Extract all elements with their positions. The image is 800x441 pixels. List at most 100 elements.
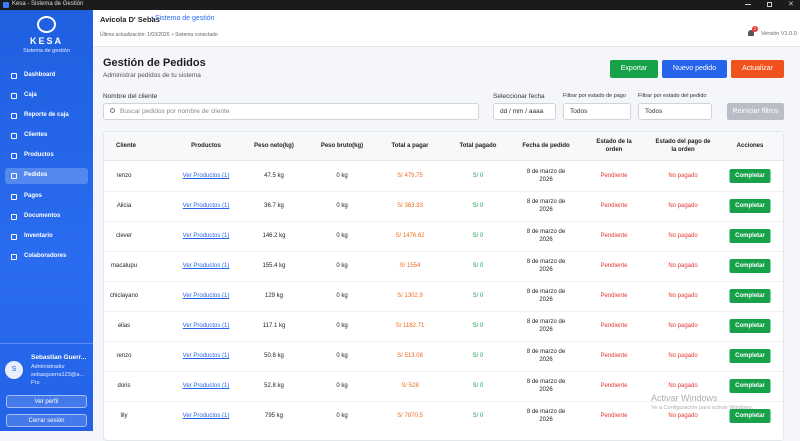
maximize[interactable] <box>767 2 772 7</box>
client-search[interactable]: Buscar pedidos por nombre de cliente <box>103 103 479 120</box>
avatar: S <box>5 361 23 379</box>
date-label: Seleccionar fecha <box>493 93 545 100</box>
nav-item[interactable]: Documentos <box>5 209 88 225</box>
total-paid: S/ 0 <box>472 353 484 359</box>
order-date: 8 de marzo de 2026 <box>526 289 566 303</box>
client: renzo <box>116 353 132 359</box>
total-due: S/ 513.08 <box>397 353 423 359</box>
page-title: Gestión de Pedidos <box>103 57 206 69</box>
nav-icon <box>11 254 17 260</box>
sidebar-button[interactable]: Ver perfil <box>6 395 87 408</box>
watermark-text: Ve a Configuración para activar Windows. <box>651 405 754 411</box>
watermark-title: Activar Windows <box>651 393 718 403</box>
main: Gestión de Pedidos Administrar pedidos de… <box>93 47 800 431</box>
user-role: Administrador <box>31 364 65 370</box>
nav-item[interactable]: Clientes <box>5 128 88 144</box>
row-divider <box>104 401 783 402</box>
complete-button[interactable]: Completar <box>729 319 771 333</box>
nav-item[interactable]: Colaboradores <box>5 249 88 265</box>
close[interactable]: ✕ <box>788 1 794 8</box>
order-date: 8 de marzo de 2026 <box>526 229 566 243</box>
complete-button[interactable]: Completar <box>729 169 771 183</box>
row-divider <box>104 251 783 252</box>
action-button[interactable]: Exportar <box>610 60 658 78</box>
payment-status: No pagado <box>668 203 698 209</box>
order-date: 8 de marzo de 2026 <box>526 199 566 213</box>
column-header: Estado del pago de la orden <box>655 139 711 153</box>
order-select[interactable]: Todos <box>638 103 712 120</box>
column-header: Peso bruto(kg) <box>320 143 364 149</box>
column-header: Productos <box>191 143 221 149</box>
reset-button[interactable]: Reiniciar filtros <box>727 103 784 120</box>
bell[interactable] <box>748 30 754 36</box>
nav-label: Pagos <box>24 193 43 199</box>
column-header: Total a pagar <box>391 143 429 149</box>
nav-item[interactable]: Productos <box>5 148 88 164</box>
row-divider <box>104 281 783 282</box>
nav-icon <box>11 214 17 220</box>
order-status: Pendiente <box>600 323 628 329</box>
pay-select[interactable]: Todos <box>563 103 631 120</box>
client: macalupu <box>110 263 138 269</box>
complete-button[interactable]: Completar <box>729 349 771 363</box>
column-header: Total pagado <box>459 143 497 149</box>
sidebar-button[interactable]: Cerrar sesión <box>6 414 87 427</box>
column-header: Acciones <box>736 143 764 149</box>
nav-item[interactable]: Inventario <box>5 229 88 245</box>
nav-icon <box>11 194 17 200</box>
client: lily <box>120 413 128 419</box>
net-weight: 36.7 kg <box>264 203 284 209</box>
gross-weight: 0 kg <box>336 383 348 389</box>
action-button[interactable]: Nuevo pedido <box>662 60 727 78</box>
action-button[interactable]: Actualizar <box>731 60 784 78</box>
complete-button[interactable]: Completar <box>729 409 771 423</box>
products-link[interactable]: Ver Productos (1) <box>182 383 230 389</box>
products-link[interactable]: Ver Productos (1) <box>182 233 230 239</box>
complete-button[interactable]: Completar <box>729 229 771 243</box>
products-link[interactable]: Ver Productos (1) <box>182 173 230 179</box>
complete-button[interactable]: Completar <box>729 379 771 393</box>
logo: KESA <box>29 36 63 46</box>
complete-button[interactable]: Completar <box>729 199 771 213</box>
products-link[interactable]: Ver Productos (1) <box>182 203 230 209</box>
client: renzo <box>116 173 132 179</box>
net-weight: 129 kg <box>264 293 284 299</box>
column-header: Fecha de pedido <box>522 143 570 149</box>
complete-button[interactable]: Completar <box>729 259 771 273</box>
nav-item[interactable]: Reporte de caja <box>5 108 88 124</box>
products-link[interactable]: Ver Productos (1) <box>182 293 230 299</box>
nav-label: Dashboard <box>24 72 56 78</box>
products-link[interactable]: Ver Productos (1) <box>182 413 230 419</box>
gross-weight: 0 kg <box>336 173 348 179</box>
client: elias <box>117 323 131 329</box>
last-update: Última actualización: 1/03/2026 <box>100 32 170 38</box>
gross-weight: 0 kg <box>336 353 348 359</box>
minimize[interactable] <box>745 4 751 5</box>
total-due: S/ 1554 <box>399 263 421 269</box>
order-status: Pendiente <box>600 263 628 269</box>
net-weight: 155.4 kg <box>262 263 286 269</box>
user-divider <box>0 343 93 344</box>
company: Avicola D' Sebas <box>100 15 160 24</box>
products-link[interactable]: Ver Productos (1) <box>182 323 230 329</box>
products-link[interactable]: Ver Productos (1) <box>182 263 230 269</box>
order-date: 8 de marzo de 2026 <box>526 409 566 423</box>
nav-item[interactable]: Pagos <box>5 189 88 205</box>
payment-status: No pagado <box>668 173 698 179</box>
nav-item[interactable]: Caja <box>5 88 88 104</box>
nav-icon <box>11 133 17 139</box>
nav-label: Caja <box>24 92 37 98</box>
nav-item[interactable]: Pedidos <box>5 168 88 184</box>
nav-icon <box>11 113 17 119</box>
complete-button[interactable]: Completar <box>729 289 771 303</box>
total-paid: S/ 0 <box>472 383 484 389</box>
net-weight: 795 kg <box>264 413 284 419</box>
net-weight: 146.2 kg <box>262 233 286 239</box>
order-status: Pendiente <box>600 353 628 359</box>
total-paid: S/ 0 <box>472 203 484 209</box>
date-input[interactable]: dd / mm / aaaa <box>493 103 556 120</box>
order-date: 8 de marzo de 2026 <box>526 319 566 333</box>
total-paid: S/ 0 <box>472 173 484 179</box>
products-link[interactable]: Ver Productos (1) <box>182 353 230 359</box>
nav-item[interactable]: Dashboard <box>5 68 88 84</box>
